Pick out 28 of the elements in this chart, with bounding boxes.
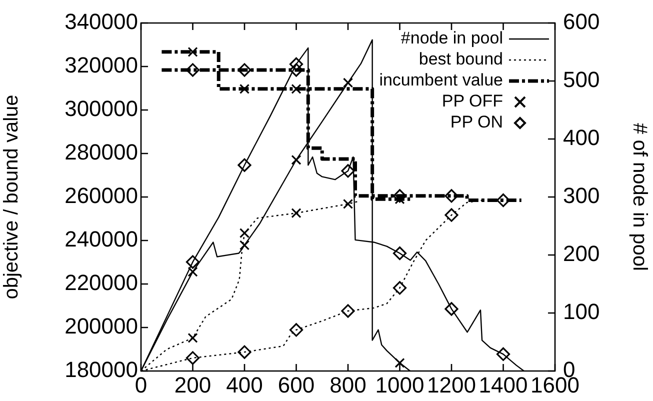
legend-label: #node in pool bbox=[400, 28, 503, 48]
x-tick-label: 800 bbox=[330, 372, 366, 398]
legend-label: best bound bbox=[418, 50, 503, 69]
y-tick-label: 320000 bbox=[64, 52, 138, 78]
legend-label: PP OFF bbox=[442, 92, 503, 111]
y2-tick-label: 500 bbox=[563, 67, 600, 92]
y-tick-label: 240000 bbox=[64, 226, 138, 252]
x-tick-label: 1200 bbox=[427, 372, 476, 398]
legend-label: PP ON bbox=[450, 112, 503, 132]
y2-tick-label: 200 bbox=[563, 241, 600, 266]
y2-tick-label: 300 bbox=[563, 183, 600, 208]
y-tick-label: 260000 bbox=[64, 183, 138, 208]
y-axis-title: objective / bound value bbox=[0, 94, 23, 300]
y2-axis-title: # of node in pool bbox=[628, 123, 650, 271]
y-tick-label: 340000 bbox=[64, 9, 138, 34]
x-tick-label: 1400 bbox=[478, 372, 528, 398]
x-tick-label: 400 bbox=[226, 372, 263, 398]
y-tick-label: 300000 bbox=[64, 96, 138, 122]
y-tick-label: 220000 bbox=[64, 270, 138, 296]
y2-tick-label: 100 bbox=[563, 299, 600, 324]
y-tick-label: 280000 bbox=[64, 140, 138, 165]
y2-tick-label: 400 bbox=[563, 125, 600, 150]
y2-tick-label: 600 bbox=[563, 9, 600, 34]
x-tick-label: 600 bbox=[278, 372, 315, 398]
x-tick-label: 1000 bbox=[375, 372, 424, 398]
y-tick-label: 200000 bbox=[64, 314, 138, 339]
legend-label: incumbent value bbox=[379, 70, 503, 90]
x-tick-label: 200 bbox=[174, 372, 212, 398]
